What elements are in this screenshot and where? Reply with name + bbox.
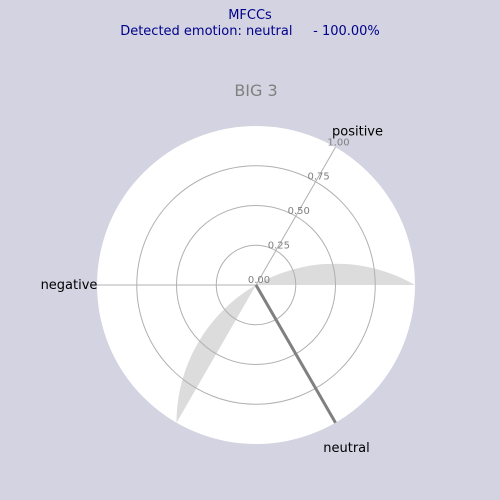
figure-subtitle: Detected emotion: neutral - 100.00% — [120, 24, 380, 39]
sector-neutral — [176, 263, 415, 423]
r-tick-label: 0.75 — [307, 172, 329, 183]
axis-label-negative: negative — [41, 278, 98, 293]
r-tick-label: 0.25 — [268, 241, 290, 252]
spoke-positive — [255, 147, 336, 286]
figure-header: MFCCs Detected emotion: neutral - 100.00… — [0, 8, 500, 40]
r-tick-label: 0.50 — [288, 206, 310, 217]
axis-label-positive: positive — [332, 125, 383, 140]
r-tick-label: 0.00 — [248, 275, 270, 286]
chart-title: BIG 3 — [234, 81, 277, 100]
value-line-neutral — [254, 284, 337, 424]
r-tick-label: 1.00 — [327, 137, 349, 148]
figure-title: MFCCs — [228, 8, 272, 23]
axis-label-neutral: neutral — [323, 441, 370, 456]
